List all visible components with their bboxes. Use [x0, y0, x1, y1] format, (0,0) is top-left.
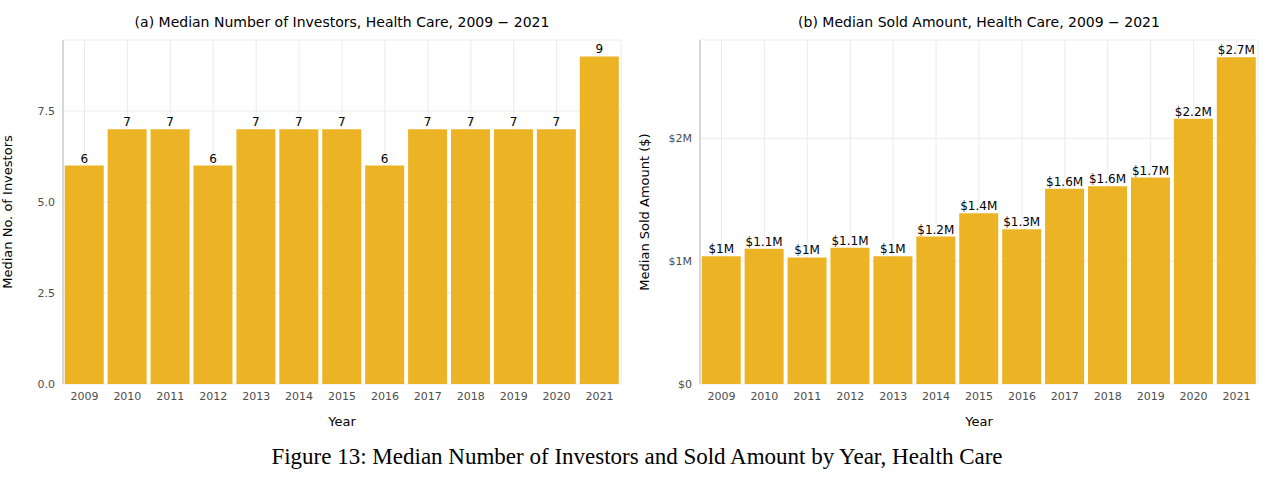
svg-text:2019: 2019: [500, 390, 528, 403]
svg-text:$2M: $2M: [669, 132, 693, 145]
svg-text:7: 7: [338, 115, 346, 129]
svg-text:$1M: $1M: [669, 255, 693, 268]
svg-text:$2.2M: $2.2M: [1175, 105, 1212, 119]
svg-text:Median No. of Investors: Median No. of Investors: [8, 135, 15, 289]
svg-text:7.5: 7.5: [38, 105, 56, 118]
svg-text:0.0: 0.0: [38, 378, 56, 391]
svg-text:$1M: $1M: [708, 242, 734, 256]
svg-text:2010: 2010: [750, 390, 778, 403]
svg-text:2014: 2014: [922, 390, 950, 403]
svg-text:5.0: 5.0: [38, 196, 56, 209]
html-text:(b) Median Sold Amount, Health: (b) Median Sold Amount, Health Care, 200…: [798, 14, 1160, 30]
html-text:Figure 13: Median Number of In: Figure 13: Median Number of Investors an…: [271, 444, 1003, 469]
svg-text:6: 6: [381, 152, 389, 166]
svg-text:2009: 2009: [70, 390, 98, 403]
svg-text:2012: 2012: [199, 390, 227, 403]
svg-text:$1.6M: $1.6M: [1089, 172, 1126, 186]
svg-text:6: 6: [209, 152, 217, 166]
svg-text:$1.1M: $1.1M: [746, 235, 783, 249]
svg-text:$1.6M: $1.6M: [1046, 175, 1083, 189]
svg-text:2013: 2013: [879, 390, 907, 403]
svg-text:Year: Year: [327, 414, 356, 429]
svg-text:$1.7M: $1.7M: [1132, 164, 1169, 178]
svg-text:2013: 2013: [242, 390, 270, 403]
svg-text:7: 7: [252, 115, 260, 129]
svg-text:2020: 2020: [543, 390, 571, 403]
svg-text:$2.7M: $2.7M: [1218, 43, 1255, 57]
svg-text:Median Sold Amount ($): Median Sold Amount ($): [637, 133, 652, 290]
svg-text:$1.2M: $1.2M: [917, 223, 954, 237]
svg-text:2011: 2011: [793, 390, 821, 403]
svg-text:2.5: 2.5: [38, 287, 56, 300]
svg-text:2014: 2014: [285, 390, 313, 403]
html-text:(a) Median Number of Investors: (a) Median Number of Investors, Health C…: [134, 14, 550, 30]
svg-text:7: 7: [424, 115, 432, 129]
svg-text:7: 7: [166, 115, 174, 129]
svg-text:6: 6: [80, 152, 88, 166]
svg-text:2018: 2018: [457, 390, 485, 403]
svg-text:2018: 2018: [1094, 390, 1122, 403]
svg-text:2016: 2016: [371, 390, 399, 403]
svg-text:2015: 2015: [965, 390, 993, 403]
svg-text:2017: 2017: [414, 390, 442, 403]
svg-text:2020: 2020: [1180, 390, 1208, 403]
svg-text:7: 7: [553, 115, 561, 129]
svg-text:2021: 2021: [586, 390, 614, 403]
svg-text:2016: 2016: [1008, 390, 1036, 403]
svg-text:2015: 2015: [328, 390, 356, 403]
svg-text:7: 7: [123, 115, 131, 129]
svg-text:7: 7: [510, 115, 518, 129]
svg-text:2011: 2011: [156, 390, 184, 403]
svg-text:$1.1M: $1.1M: [831, 234, 868, 248]
svg-text:7: 7: [467, 115, 475, 129]
svg-text:2012: 2012: [836, 390, 864, 403]
svg-text:2009: 2009: [707, 390, 735, 403]
svg-text:2021: 2021: [1223, 390, 1251, 403]
svg-text:$1M: $1M: [794, 243, 820, 257]
svg-text:2019: 2019: [1137, 390, 1165, 403]
svg-text:$1M: $1M: [880, 242, 906, 256]
svg-text:2017: 2017: [1051, 390, 1079, 403]
svg-text:$1.4M: $1.4M: [960, 199, 997, 213]
svg-text:$1.3M: $1.3M: [1003, 215, 1040, 229]
svg-text:Year: Year: [964, 414, 993, 429]
svg-text:2010: 2010: [113, 390, 141, 403]
svg-text:9: 9: [595, 42, 603, 56]
svg-text:$0: $0: [678, 378, 692, 391]
svg-text:7: 7: [295, 115, 303, 129]
